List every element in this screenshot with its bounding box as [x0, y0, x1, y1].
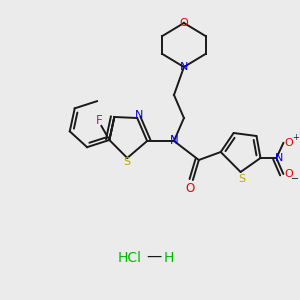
Text: N: N — [135, 110, 143, 120]
Text: N: N — [180, 62, 188, 72]
Text: O: O — [284, 169, 293, 179]
Text: O: O — [180, 18, 188, 28]
Text: O: O — [185, 182, 194, 194]
Text: H: H — [164, 251, 174, 265]
Text: +: + — [292, 133, 299, 142]
Text: F: F — [96, 113, 103, 127]
Text: N: N — [275, 153, 284, 163]
Text: N: N — [169, 134, 178, 148]
Text: O: O — [284, 138, 293, 148]
Text: S: S — [124, 157, 131, 167]
Text: −: − — [291, 174, 299, 184]
Text: HCl: HCl — [117, 251, 141, 265]
Text: S: S — [238, 174, 245, 184]
Text: —: — — [146, 248, 162, 263]
